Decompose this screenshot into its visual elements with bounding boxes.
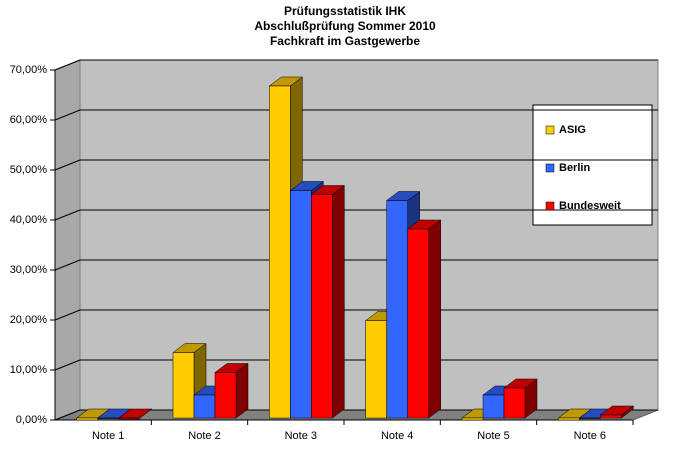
x-tick-label: Note 1 [92, 430, 124, 442]
chart-title: Prüfungsstatistik IHK [284, 4, 406, 18]
bar [193, 394, 216, 419]
grid-line [54, 359, 81, 371]
grid-line [54, 209, 81, 221]
chart-title: Fachkraft im Gastgewerbe [270, 34, 420, 48]
legend-swatch [545, 163, 555, 173]
x-tick-label: Note 2 [188, 430, 220, 442]
bar [269, 85, 291, 419]
bar [76, 417, 98, 421]
y-tick-label: 20,00% [10, 314, 48, 326]
x-tick-label: Note 5 [477, 430, 509, 442]
legend-swatch [545, 201, 555, 211]
bar-side [235, 363, 249, 419]
bar [214, 372, 237, 419]
bar [558, 417, 580, 421]
side-wall [54, 59, 81, 421]
bar [461, 417, 484, 421]
legend-swatch [545, 125, 555, 135]
bar [365, 320, 387, 419]
x-tick-label: Note 3 [285, 430, 317, 442]
y-tick-label: 50,00% [10, 164, 48, 176]
bar [503, 387, 526, 419]
grid-line [54, 59, 81, 71]
legend-label: Bundesweit [559, 200, 621, 212]
grid-line [54, 409, 81, 421]
y-tick-label: 10,00% [10, 364, 48, 376]
bar [579, 417, 601, 419]
legend-label: ASIG [559, 124, 586, 136]
x-tick-label: Note 6 [574, 430, 606, 442]
bar [482, 394, 505, 419]
grid-line [54, 109, 81, 121]
chart-title: Abschlußprüfung Sommer 2010 [254, 19, 436, 33]
bar-side [332, 185, 345, 419]
grid-line [54, 159, 81, 171]
legend-label: Berlin [559, 162, 590, 174]
bar [407, 228, 429, 419]
bar-side [428, 219, 441, 419]
bar [311, 194, 333, 419]
y-tick-label: 0,00% [16, 414, 47, 426]
x-tick-label: Note 4 [381, 430, 413, 442]
grid-line [54, 259, 81, 271]
grid-line [54, 309, 81, 321]
bar [290, 190, 312, 419]
bar [97, 417, 119, 419]
bar [118, 417, 140, 420]
y-tick-label: 30,00% [10, 264, 48, 276]
y-tick-label: 40,00% [10, 214, 48, 226]
bar [600, 414, 622, 419]
y-tick-label: 60,00% [10, 114, 48, 126]
bar [172, 352, 195, 419]
bar [386, 200, 408, 419]
y-tick-label: 70,00% [10, 64, 48, 76]
